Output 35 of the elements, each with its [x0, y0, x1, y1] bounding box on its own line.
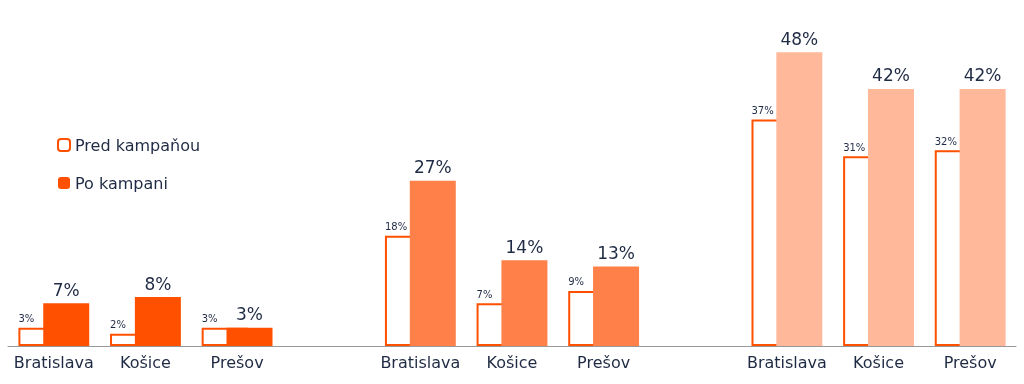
x-tick-label: Košice [853, 352, 904, 372]
data-label: 32% [934, 135, 957, 147]
data-label: 14% [505, 236, 544, 257]
x-tick-label: Bratislava [13, 352, 94, 372]
data-label: 8% [144, 273, 172, 294]
x-tick-label: Prešov [943, 352, 997, 372]
bar [959, 88, 1006, 346]
data-label: 37% [751, 105, 774, 117]
legend-label: Po kampani [75, 173, 168, 193]
data-label: 3% [201, 313, 218, 325]
bar [501, 260, 548, 346]
data-label: 42% [872, 65, 910, 86]
x-tick-label: Bratislava [746, 352, 827, 372]
data-label: 27% [413, 157, 452, 178]
data-label: 31% [843, 141, 866, 153]
data-label: 9% [568, 276, 585, 288]
bar [593, 266, 640, 346]
data-label: 3% [236, 304, 263, 325]
data-label: 7% [52, 279, 80, 300]
bar [867, 88, 914, 346]
data-label: 42% [963, 65, 1002, 86]
data-label: 13% [597, 242, 635, 263]
data-label: 7% [476, 288, 493, 300]
x-tick-label: Košice [120, 352, 171, 372]
data-label: 3% [18, 313, 35, 325]
data-label: 18% [384, 221, 408, 233]
x-tick-label: Košice [486, 352, 538, 372]
data-label: 2% [110, 319, 126, 331]
data-label: 48% [780, 28, 819, 49]
bar [409, 180, 456, 346]
x-tick-label: Prešov [577, 352, 631, 372]
x-tick-label: Prešov [210, 352, 264, 372]
bar [776, 52, 823, 346]
x-tick-label: Bratislava [380, 352, 461, 372]
legend-label: Pred kampaňou [75, 135, 201, 155]
